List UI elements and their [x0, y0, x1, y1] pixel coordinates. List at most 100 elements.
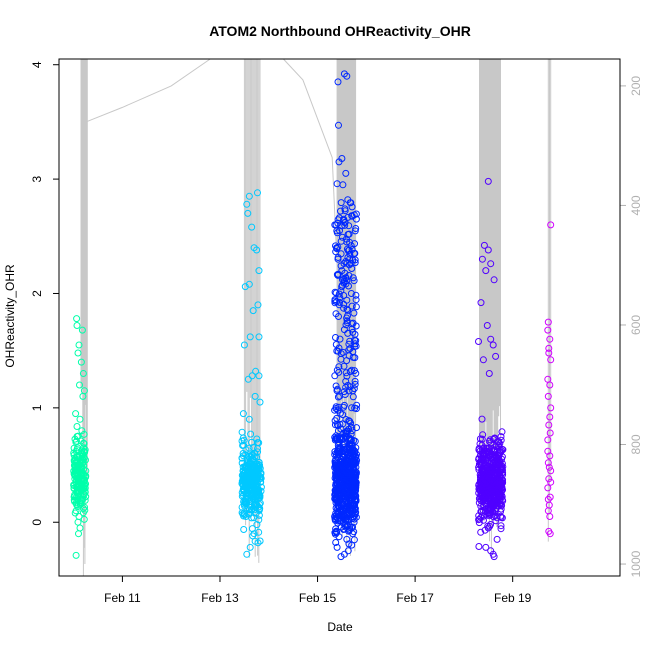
data-point: [256, 537, 264, 545]
data-point: [334, 243, 342, 251]
data-point: [332, 289, 340, 297]
data-point: [253, 521, 261, 529]
data-point: [340, 362, 348, 370]
data-point: [350, 437, 358, 444]
data-point: [334, 393, 342, 401]
series-1: [70, 315, 90, 559]
data-point: [484, 246, 492, 254]
data-point: [546, 429, 554, 437]
data-point: [335, 483, 343, 490]
data-point: [331, 421, 339, 429]
data-point: [348, 524, 356, 532]
data-point: [343, 319, 351, 327]
right-tick-label: 1000: [629, 550, 643, 577]
data-point: [254, 189, 261, 197]
data-point: [348, 203, 356, 211]
data-point: [243, 455, 251, 463]
data-point: [348, 427, 356, 435]
data-point: [546, 335, 554, 343]
data-point: [475, 338, 482, 345]
y-tick-label: 1: [30, 404, 44, 411]
data-point: [345, 230, 353, 238]
data-point: [475, 516, 483, 524]
data-point: [335, 498, 343, 506]
right-tick-label: 200: [629, 76, 643, 96]
data-point: [336, 392, 344, 400]
data-point: [488, 483, 496, 491]
data-point: [547, 356, 555, 364]
data-point: [73, 488, 80, 496]
data-point: [74, 349, 82, 357]
data-point: [254, 486, 262, 494]
data-point: [80, 440, 88, 448]
data-point: [79, 455, 87, 463]
data-point: [544, 495, 552, 503]
data-point: [346, 250, 354, 258]
y-tick-label: 2: [30, 290, 44, 297]
data-point: [352, 405, 360, 413]
data-point: [347, 419, 355, 427]
data-point: [492, 481, 500, 489]
data-point: [352, 225, 360, 232]
data-point: [343, 535, 351, 543]
data-point: [349, 393, 357, 401]
data-point: [239, 410, 247, 418]
data-point: [334, 463, 342, 471]
data-point: [333, 447, 341, 455]
data-point: [334, 505, 342, 513]
data-point: [75, 460, 83, 468]
data-point: [479, 431, 487, 439]
data-point: [344, 471, 352, 479]
data-point: [480, 241, 488, 249]
data-point: [352, 291, 360, 299]
data-point: [240, 526, 248, 533]
data-point: [475, 543, 483, 550]
data-point: [74, 452, 81, 460]
data-point: [74, 518, 82, 526]
data-point: [349, 485, 357, 493]
data-point: [78, 447, 86, 455]
data-point: [346, 238, 353, 246]
y-axis-label: OHReactivity_OHR: [3, 264, 17, 368]
data-point: [334, 406, 342, 414]
data-point: [547, 221, 555, 229]
data-point: [478, 507, 486, 515]
data-point: [340, 300, 348, 308]
data-point: [80, 515, 88, 523]
data-point: [74, 432, 82, 440]
series-2: [238, 189, 265, 558]
data-point: [475, 519, 483, 527]
data-point: [332, 512, 340, 520]
data-point: [245, 469, 253, 476]
data-point: [544, 484, 552, 492]
data-point: [337, 481, 345, 489]
data-point: [345, 540, 353, 548]
data-point: [252, 500, 260, 508]
data-point: [337, 262, 345, 270]
data-point: [255, 528, 263, 536]
data-point: [350, 518, 358, 526]
data-point: [347, 290, 355, 297]
data-point: [350, 385, 358, 393]
data-point: [497, 508, 504, 516]
data-point: [347, 199, 355, 207]
data-point: [544, 326, 552, 334]
data-point: [337, 199, 345, 207]
data-point: [332, 539, 340, 546]
data-point: [247, 430, 255, 438]
data-point: [73, 322, 81, 329]
x-tick-label: Feb 17: [396, 591, 434, 605]
data-point: [255, 472, 263, 480]
data-point: [342, 169, 350, 177]
data-point: [344, 476, 352, 484]
data-point: [337, 523, 345, 531]
data-point: [251, 537, 259, 545]
data-point: [247, 491, 255, 499]
data-point: [547, 404, 555, 412]
data-point: [498, 484, 506, 492]
data-point: [345, 346, 353, 354]
data-point: [496, 449, 504, 457]
data-point: [71, 509, 79, 517]
data-point: [495, 452, 503, 460]
